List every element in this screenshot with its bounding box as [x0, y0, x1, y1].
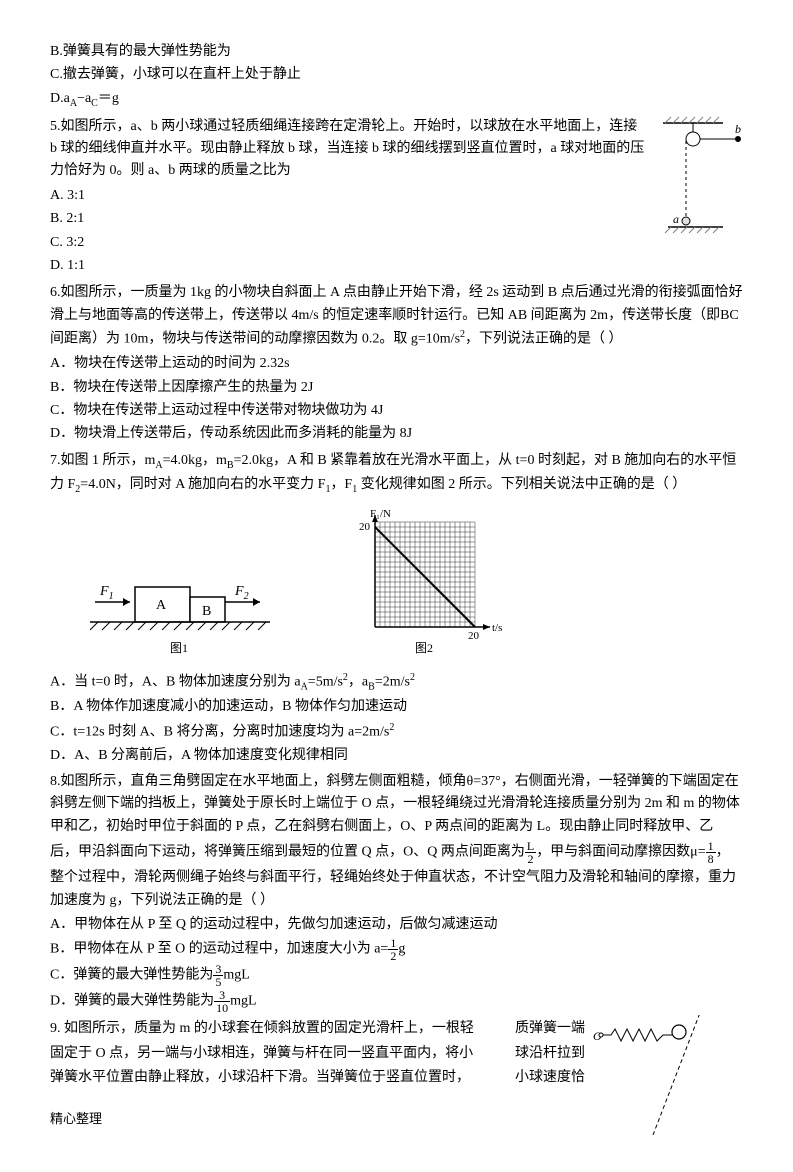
q6-optD: D．物块滑上传送带后，传动系统因此而多消耗的能量为 8J	[50, 423, 743, 445]
q8-optC: C．弹簧的最大弹性势能为35mgL	[50, 963, 743, 988]
q7a1: A．当 t=0 时，A、B 物体加速度分别为 a	[50, 674, 301, 689]
q7c1: C．t=12s 时刻 A、B 将分离，分离时加速度均为 a=2m/s	[50, 724, 389, 739]
q6-t2: ，下列说法正确的是（ ）	[465, 332, 623, 347]
q8-frac1: L2	[525, 840, 536, 865]
q8bd: 2	[388, 950, 398, 962]
q6-text: 6.如图所示，一质量为 1kg 的小物块自斜面上 A 点由静止开始下滑，经 2s…	[50, 282, 743, 351]
q5-optC: C. 3:2	[50, 232, 743, 254]
q7a3: ，a	[348, 674, 368, 689]
q4d-2: −a	[77, 91, 91, 106]
label-a: a	[673, 212, 679, 226]
q8da: D．弹簧的最大弹性势能为	[50, 994, 214, 1009]
q8b-frac: 12	[388, 937, 398, 962]
q8-text1: 8.如图所示，直角三角劈固定在水平地面上，斜劈左侧面粗糙，倾角θ=37°，右侧面…	[50, 771, 743, 838]
q8-optD: D．弹簧的最大弹性势能为310mgL	[50, 989, 743, 1014]
q9-diagram: O	[593, 1015, 743, 1115]
q8cd: 5	[213, 976, 223, 988]
svg-text:F1: F1	[99, 584, 114, 602]
q7-sb: B	[227, 460, 234, 471]
q6-optC: C．物块在传送带上运动过程中传送带对物块做功为 4J	[50, 400, 743, 422]
q7-fig1: F1 A B F2 图1	[90, 567, 270, 665]
q8-2a: 后，甲沿斜面向下运动，将弹簧压缩到最短的位置 Q 点，O、Q 两点间距离为	[50, 845, 525, 860]
fig1-svg: F1 A B F2 图1	[90, 567, 270, 657]
blkB: B	[202, 604, 211, 619]
q5-optD: D. 1:1	[50, 255, 743, 277]
q8ba: B．甲物体在从 P 至 O 的运动过程中，加速度大小为 a=	[50, 942, 388, 957]
q4d-1: D.a	[50, 91, 70, 106]
q8d-frac: 310	[214, 989, 230, 1014]
fig2-xl: t/s	[492, 622, 502, 634]
q9-1a: 9. 如图所示，质量为 m 的小球套在倾斜放置的固定光滑杆上，一根轻	[50, 1021, 474, 1036]
f1l: F	[99, 584, 109, 599]
q4d-s2: C	[91, 98, 98, 109]
fig2-xmax: 20	[468, 630, 480, 642]
q7-optB: B．A 物体作加速度减小的加速运动，B 物体作匀加速运动	[50, 696, 743, 718]
q5-optA: A. 3:1	[50, 185, 743, 207]
q8c-frac: 35	[213, 963, 223, 988]
q5-diagram: b a	[653, 113, 743, 243]
label-b: b	[735, 122, 741, 136]
q7-5: ，F	[330, 477, 352, 492]
q7-1: 7.如图 1 所示，m	[50, 453, 155, 468]
q7-optC: C．t=12s 时刻 A、B 将分离，分离时加速度均为 a=2m/s2	[50, 720, 743, 744]
q8f2d: 8	[706, 853, 716, 865]
f2s: 2	[244, 591, 249, 602]
q8-2b: ，甲与斜面间动摩擦因数μ=	[536, 845, 705, 860]
q8-frac2: 18	[706, 840, 716, 865]
q8db: mgL	[230, 994, 256, 1009]
q8f1d: 2	[525, 853, 536, 865]
fig1-cap: 图1	[170, 641, 188, 655]
svg-text:F2: F2	[234, 584, 249, 602]
q7a2: =5m/s	[308, 674, 343, 689]
fig2-yl: F₁/N	[370, 508, 391, 520]
q7asb: B	[368, 681, 375, 692]
q9-3a: 弹簧水平位置由静止释放，小球沿杆下滑。当弹簧位于竖直位置时，	[50, 1070, 470, 1085]
f2l: F	[234, 584, 244, 599]
q7-optA: A．当 t=0 时，A、B 物体加速度分别为 aA=5m/s2，aB=2m/s2	[50, 670, 743, 695]
q8-text2: 后，甲沿斜面向下运动，将弹簧压缩到最短的位置 Q 点，O、Q 两点间距离为L2，…	[50, 840, 743, 865]
q4d-3: ＝g	[98, 91, 119, 106]
q8-text3: 整个过程中，滑轮两侧绳子始终与斜面平行，轻绳始终处于伸直状态，不计空气阻力及滑轮…	[50, 867, 743, 912]
q8ca: C．弹簧的最大弹性势能为	[50, 968, 213, 983]
q8-optB: B．甲物体在从 P 至 O 的运动过程中，加速度大小为 a=12g	[50, 937, 743, 962]
q8-optA: A．甲物体在从 P 至 Q 的运动过程中，先做匀加速运动，后做匀减速运动	[50, 914, 743, 936]
q9-2a: 固定于 O 点，另一端与小球相连，弹簧与杆在同一竖直平面内，将小	[50, 1046, 473, 1061]
q7a4: =2m/s	[375, 674, 410, 689]
q7-text: 7.如图 1 所示，mA=4.0kg，mB=2.0kg，A 和 B 紧靠着放在光…	[50, 450, 743, 498]
q6-optA: A．物块在传送带上运动的时间为 2.32s	[50, 353, 743, 375]
q4d-s1: A	[70, 98, 77, 109]
q4-optB: B.弹簧具有的最大弹性势能为	[50, 41, 743, 63]
q5-text: 5.如图所示，a、b 两小球通过轻质细绳连接跨在定滑轮上。开始时，以球放在水平地…	[50, 116, 743, 183]
q9-3b: 小球速度恰	[515, 1067, 585, 1089]
q7cs: 2	[389, 722, 394, 733]
q7-4: =4.0N，同时对 A 施加向右的水平变力 F	[80, 477, 325, 492]
q4-optD: D.aA−aC＝g	[50, 88, 743, 112]
q8bb: g	[398, 942, 405, 957]
fig2-ymax: 20	[359, 521, 371, 533]
q6-t1: 6.如图所示，一质量为 1kg 的小物块自斜面上 A 点由静止开始下滑，经 2s…	[50, 285, 743, 346]
q8-2c: ，	[716, 845, 730, 860]
q8dd: 10	[214, 1002, 230, 1014]
fig2-cap: 图2	[415, 641, 433, 655]
fig2-svg: F₁/N 20 20 t/s 图2	[350, 507, 520, 657]
q7as2b: 2	[410, 672, 415, 683]
f1s: 1	[109, 591, 114, 602]
q6-optB: B．物块在传送带上因摩擦产生的热量为 2J	[50, 377, 743, 399]
q7asa: A	[301, 681, 308, 692]
q4-optC: C.撤去弹簧，小球可以在直杆上处于静止	[50, 64, 743, 86]
q7-fig2: F₁/N 20 20 t/s 图2	[350, 507, 520, 665]
blkA: A	[156, 598, 167, 613]
q5-optB: B. 2:1	[50, 208, 743, 230]
q8cb: mgL	[223, 968, 249, 983]
q7-6: 变化规律如图 2 所示。下列相关说法中正确的是（ ）	[357, 477, 686, 492]
q9-2b: 球沿杆拉到	[515, 1043, 585, 1065]
q9-svg: O	[593, 1015, 743, 1135]
q7-2: =4.0kg，m	[163, 453, 227, 468]
pulley-svg: b a	[653, 113, 743, 243]
q7-sa: A	[155, 460, 162, 471]
q7-optD: D．A、B 分离前后，A 物体加速度变化规律相同	[50, 745, 743, 767]
q9-1b: 质弹簧一端	[515, 1018, 585, 1040]
